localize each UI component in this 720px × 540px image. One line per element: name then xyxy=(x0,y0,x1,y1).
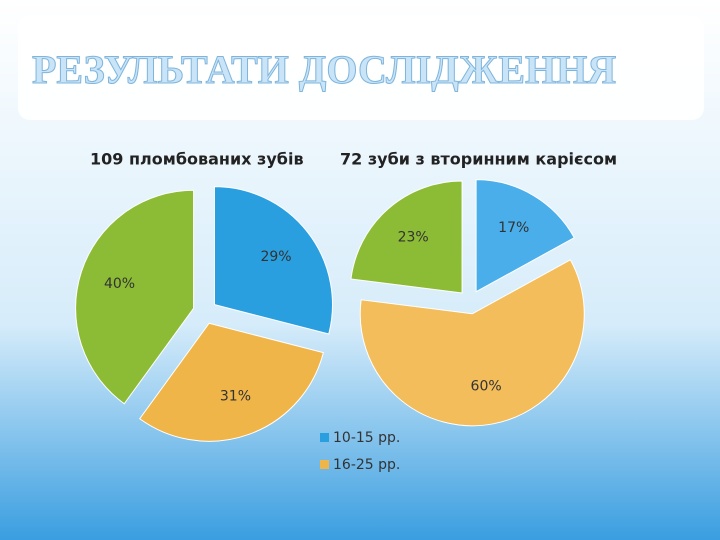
pie-slice xyxy=(75,189,195,405)
slice-label: 23% xyxy=(398,230,429,246)
pie-title: 109 пломбованих зубів xyxy=(90,150,304,169)
legend-label: 10-15 рр. xyxy=(333,430,400,446)
slide-title: РЕЗУЛЬТАТИ ДОСЛІДЖЕННЯ xyxy=(32,47,616,92)
pie-slice xyxy=(213,186,333,335)
pie-slice xyxy=(359,259,585,427)
legend-label: 16-25 рр. xyxy=(333,457,400,473)
pie-title: 72 зуби з вторинним карієсом xyxy=(340,150,617,169)
slice-label: 60% xyxy=(471,378,502,394)
pie-slice xyxy=(139,322,324,442)
slice-label: 31% xyxy=(220,389,251,405)
slice-label: 17% xyxy=(498,220,529,236)
title-panel xyxy=(18,15,704,120)
legend-swatch xyxy=(320,460,329,469)
legend-swatch xyxy=(320,433,329,442)
pie-slice xyxy=(350,180,463,294)
slice-label: 29% xyxy=(260,249,291,265)
slice-label: 40% xyxy=(104,276,135,292)
pie-slice xyxy=(475,179,575,293)
